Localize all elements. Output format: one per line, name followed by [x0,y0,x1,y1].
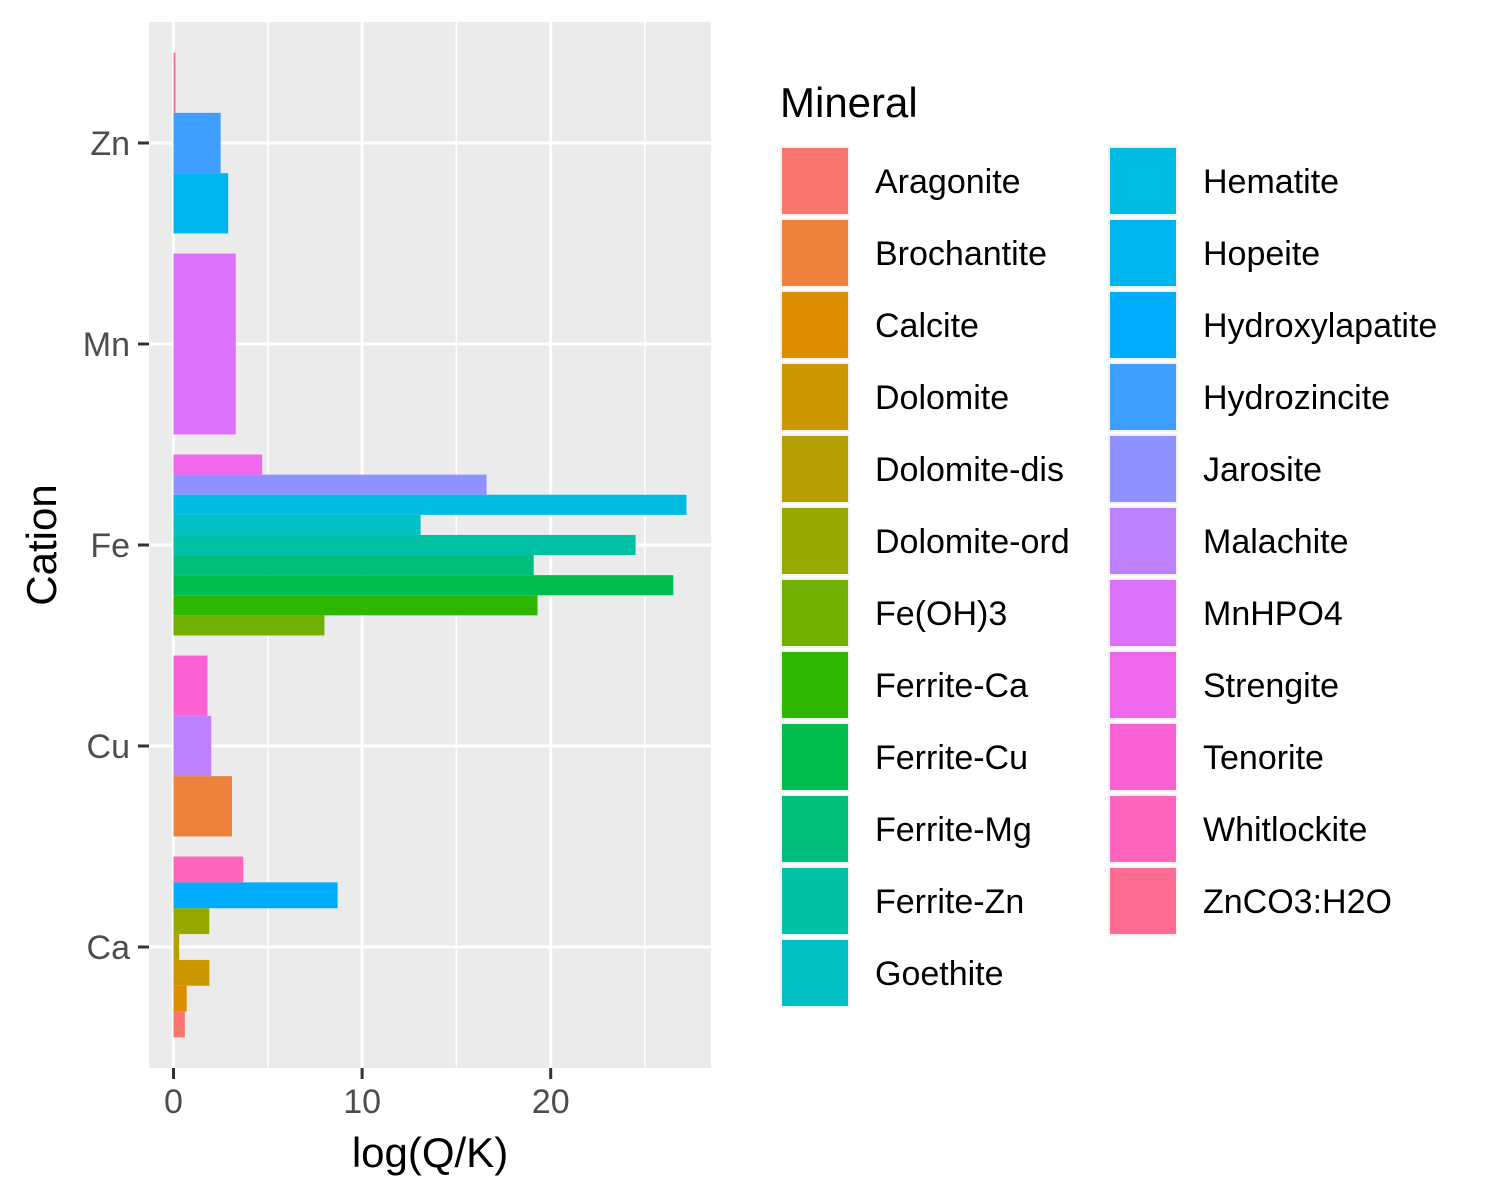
legend-swatch-malachite [1110,508,1176,574]
bar-fe-jarosite [173,474,487,495]
bar-zn-hydrozincite [173,112,221,174]
legend-swatch-ferrite-cu [782,724,848,790]
legend-label-ferrite-cu: Ferrite-Cu [875,739,1028,777]
legend-swatch-fe-oh-3 [782,580,848,646]
y-tick-label: Cu [87,728,130,766]
legend-title: Mineral [780,79,918,126]
x-tick-label: 20 [532,1083,570,1121]
legend: Aragonite Brochantite Calcite Dolomite Dolom… [780,146,1437,1008]
bar-ca-hydroxylapatite [173,882,338,909]
bar-cu-tenorite [173,655,208,716]
legend-swatch-dolomite-dis [782,436,848,502]
legend-swatch-whitlockite [1110,796,1176,862]
legend-label-dolomite: Dolomite [875,379,1009,417]
bar-zn-znco3-h2o [173,52,176,113]
bar-ca-dolomite-ord [173,908,210,935]
x-axis: 0 10 20 [164,1068,570,1121]
y-tick-label: Ca [87,929,131,967]
legend-swatch-hematite [1110,148,1176,214]
legend-swatch-znco3-h2o [1110,868,1176,934]
y-axis-title: Cation [18,484,65,605]
legend-label-hopeite: Hopeite [1203,235,1320,273]
y-tick-label: Fe [90,527,130,565]
x-axis-title: log(Q/K) [352,1129,508,1176]
bar-cu-brochantite [173,776,232,837]
legend-label-ferrite-mg: Ferrite-Mg [875,811,1032,849]
legend-label-jarosite: Jarosite [1203,451,1322,489]
bar-cu-malachite [173,715,212,777]
legend-swatch-dolomite [782,364,848,430]
x-tick-label: 0 [164,1083,183,1121]
legend-label-whitlockite: Whitlockite [1203,811,1367,849]
legend-swatch-aragonite [782,148,848,214]
legend-swatch-ferrite-zn [782,868,848,934]
legend-swatch-strengite [1110,652,1176,718]
bar-fe-ferrite-cu [173,575,674,596]
bar-zn-hopeite [173,173,229,234]
bar-fe-fe-oh-3 [173,615,325,636]
legend-swatch-mnhpo4 [1110,580,1176,646]
legend-swatch-goethite [782,940,848,1006]
legend-label-brochantite: Brochantite [875,235,1047,273]
bar-ca-whitlockite [173,856,244,883]
legend-label-dolomite-ord: Dolomite-ord [875,523,1070,561]
bars [173,52,687,1038]
bar-fe-hematite [173,494,687,515]
bar-ca-aragonite [173,1011,185,1038]
bar-fe-strengite [173,454,263,475]
bar-fe-goethite [173,514,421,535]
legend-label-znco3-h2o: ZnCO3:H2O [1203,883,1392,921]
legend-label-hydroxylapatite: Hydroxylapatite [1203,307,1437,345]
y-axis: Zn Mn Fe Cu Ca [83,125,149,967]
legend-swatch-brochantite [782,220,848,286]
x-tick-label: 10 [343,1083,381,1121]
legend-label-mnhpo4: MnHPO4 [1203,595,1343,633]
bar-ca-calcite [173,985,187,1012]
legend-label-fe-oh-3: Fe(OH)3 [875,595,1007,633]
bar-mn-mnhpo4 [173,253,236,435]
legend-label-hematite: Hematite [1203,163,1339,201]
legend-label-tenorite: Tenorite [1203,739,1324,777]
legend-swatch-dolomite-ord [782,508,848,574]
legend-label-aragonite: Aragonite [875,163,1021,201]
bar-ca-dolomite-dis [173,934,180,960]
legend-swatch-tenorite [1110,724,1176,790]
bar-ca-dolomite [173,959,210,986]
legend-label-hydrozincite: Hydrozincite [1203,379,1390,417]
y-tick-label: Mn [83,326,130,364]
legend-swatch-hopeite [1110,220,1176,286]
legend-label-goethite: Goethite [875,955,1004,993]
legend-label-ferrite-zn: Ferrite-Zn [875,883,1024,921]
legend-swatch-ferrite-mg [782,796,848,862]
legend-swatch-jarosite [1110,436,1176,502]
legend-swatch-hydrozincite [1110,364,1176,430]
bar-fe-ferrite-zn [173,534,636,556]
legend-label-calcite: Calcite [875,307,979,345]
legend-label-strengite: Strengite [1203,667,1339,705]
bar-fe-ferrite-ca [173,595,538,616]
bar-fe-ferrite-mg [173,555,534,576]
legend-label-malachite: Malachite [1203,523,1349,561]
legend-label-ferrite-ca: Ferrite-Ca [875,667,1028,705]
y-tick-label: Zn [90,125,130,163]
legend-swatch-calcite [782,292,848,358]
legend-label-dolomite-dis: Dolomite-dis [875,451,1064,489]
legend-swatch-hydroxylapatite [1110,292,1176,358]
legend-swatch-ferrite-ca [782,652,848,718]
